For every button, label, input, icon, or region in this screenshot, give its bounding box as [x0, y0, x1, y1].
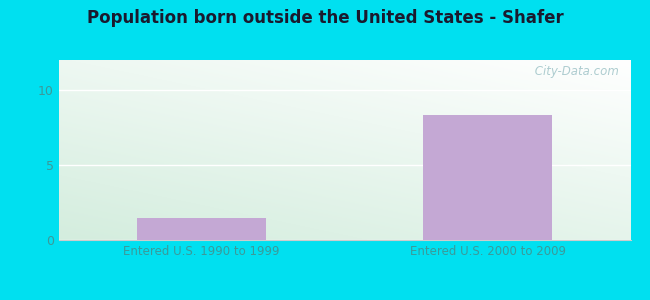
Text: City-Data.com: City-Data.com — [531, 65, 619, 78]
Text: Population born outside the United States - Shafer: Population born outside the United State… — [86, 9, 564, 27]
Bar — [423, 116, 552, 240]
Bar — [137, 218, 266, 240]
